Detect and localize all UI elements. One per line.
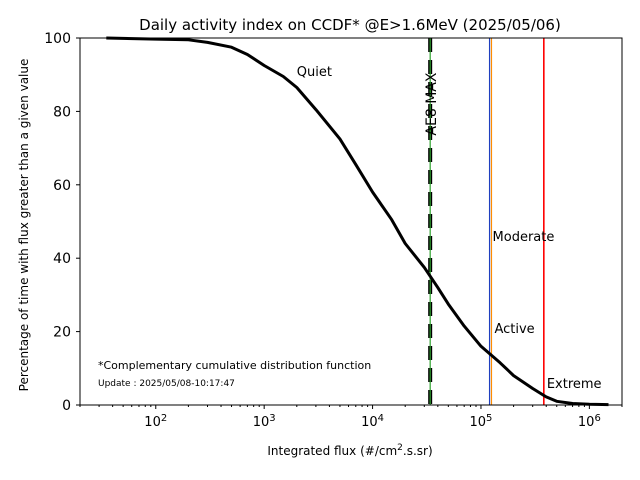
threshold-lines <box>428 38 545 405</box>
x-tick-label: 103 <box>253 413 276 431</box>
plot-background <box>80 38 622 405</box>
x-tick-label: 104 <box>361 413 384 431</box>
y-tick-label: 100 <box>44 31 71 47</box>
footnote: *Complementary cumulative distribution f… <box>98 359 371 372</box>
x-tick-label: 106 <box>578 413 601 431</box>
chart-title: Daily activity index on CCDF* @E>1.6MeV … <box>139 16 561 34</box>
x-axis-label: Integrated flux (#/cm2.s.sr) <box>267 443 432 458</box>
update-timestamp: Update : 2025/05/08-10:17:47 <box>98 379 235 389</box>
threshold-labels: AE8 MAX Quiet Moderate Active Extreme <box>297 65 602 392</box>
x-tick-label: 105 <box>470 413 493 431</box>
axes-frame <box>79 37 623 406</box>
plot-area <box>80 38 622 405</box>
data-series <box>106 36 609 407</box>
threshold-label-extreme: Extreme <box>547 377 602 392</box>
threshold-label-quiet: Quiet <box>297 65 332 80</box>
y-tick-label: 20 <box>53 325 71 341</box>
series-line-1 <box>106 36 609 407</box>
y-axis-label: Percentage of time with flux greater tha… <box>17 59 31 392</box>
axes: 102 103 104 105 106 0 20 40 60 80 100 <box>44 31 623 431</box>
y-tick-label: 60 <box>53 178 71 194</box>
x-tick-label: 102 <box>144 413 167 431</box>
threshold-label-active: Active <box>494 322 534 337</box>
y-tick-label: 40 <box>53 251 71 267</box>
y-tick-label: 0 <box>62 398 71 414</box>
threshold-label-moderate: Moderate <box>493 230 555 245</box>
threshold-label-ae8-max: AE8 MAX <box>424 72 440 135</box>
y-tick-label: 80 <box>53 104 71 120</box>
